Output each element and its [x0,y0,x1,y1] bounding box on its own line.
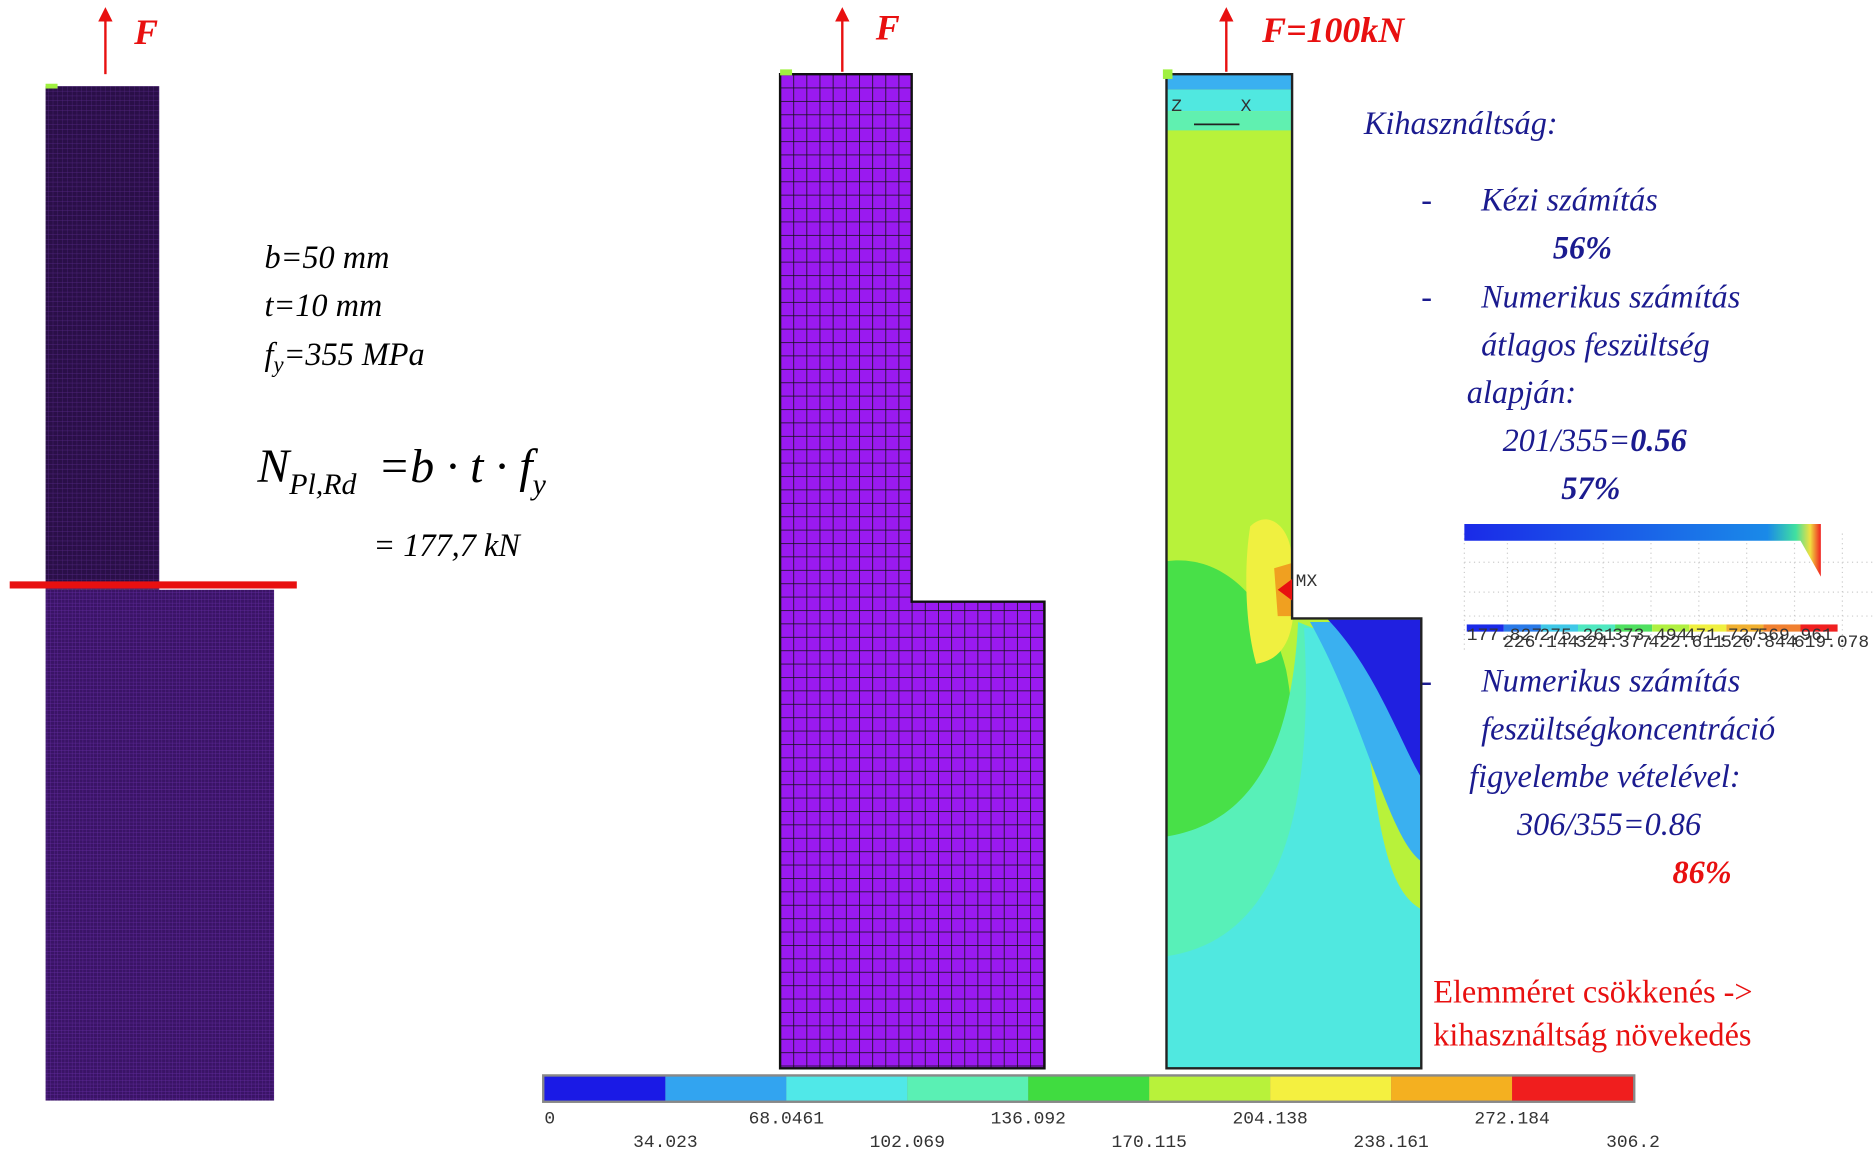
legend-label: 0 [544,1109,555,1129]
force-label: F [875,7,900,47]
ratio: 201/355=0.56 [1503,422,1688,458]
page: {"left_panel":{"force_label":"F", "param… [0,0,1876,1152]
contour-plot [1161,7,1436,1082]
legend-label: 136.092 [991,1109,1066,1129]
info-line: átlagos feszültség [1481,326,1710,362]
legend-swatch [1270,1077,1391,1101]
inset-plot: 177.827226.144275.261324.377373.494422.6… [1464,524,1876,653]
legend-label: 238.161 [1353,1133,1428,1152]
ratio: 306/355=0.86 [1516,806,1701,842]
left-specimen [10,7,297,1100]
formula: NPl,Rd =b · t · fy [256,440,546,501]
info-line: alapján: [1467,374,1576,410]
param: b=50 mm [265,239,390,275]
formula-result: = 177,7 kN [373,527,522,563]
axis-label: X [1241,97,1252,117]
result: 86% [1673,854,1732,890]
legend-swatch [786,1077,907,1101]
slide: F b=50 mm t=10 mm fy=355 MPa NPl,Rd =b · … [0,0,1876,1152]
bullet: - [1421,278,1432,314]
ratio: 201/355= [1503,422,1631,458]
color-legend: 0 34.023 68.0461 102.069 136.092 170.115 204.1… [542,1074,1660,1152]
legend-label: 34.023 [633,1133,698,1152]
info-line: feszültségkoncentráció [1481,710,1775,746]
force-label: F [133,12,158,52]
info-title: Kihasználtság: [1363,105,1558,141]
formula: =b · t · f [378,440,538,493]
result: 56% [1553,229,1612,265]
param: fy=355 MPa [265,336,425,377]
legend-label: 204.138 [1232,1109,1307,1129]
legend-label: 68.0461 [749,1109,824,1129]
note: Elemméret csökkenés -> [1433,973,1752,1009]
info-line: Numerikus számítás [1480,662,1740,698]
legend-swatch [544,1077,665,1101]
force-label: F=100kN [1261,10,1405,50]
legend-swatch [1028,1077,1149,1101]
param: y [271,352,284,377]
middle-mesh [780,7,1044,1068]
axis-label: Z [1171,97,1182,117]
bullet: - [1421,182,1432,218]
legend-swatch [1149,1077,1270,1101]
formula: Pl,Rd [288,468,357,501]
bullet: - [1421,662,1432,698]
param: =355 MPa [284,336,425,372]
inset-label: 619.078 [1794,633,1869,653]
legend-swatch [665,1077,786,1101]
max-label: MX [1296,572,1318,592]
legend-swatch [1391,1077,1512,1101]
ratio: 306/355=0.86 [1516,806,1701,842]
info-line: Kézi számítás [1480,182,1658,218]
legend-swatch [907,1077,1028,1101]
legend-label: 306.2 [1606,1133,1660,1152]
info-line: Numerikus számítás [1480,278,1740,314]
legend-label: 102.069 [870,1133,945,1152]
param: t=10 mm [265,287,383,323]
ratio-bold: 0.56 [1630,422,1687,458]
formula: y [530,468,547,501]
legend-swatch [1512,1077,1633,1101]
legend-label: 170.115 [1112,1133,1187,1152]
result: 57% [1561,470,1620,506]
formula: N [256,440,292,493]
info-line: figyelembe vételével: [1469,758,1741,794]
note: kihasználtság növekedés [1433,1017,1751,1053]
legend-label: 272.184 [1474,1109,1549,1129]
